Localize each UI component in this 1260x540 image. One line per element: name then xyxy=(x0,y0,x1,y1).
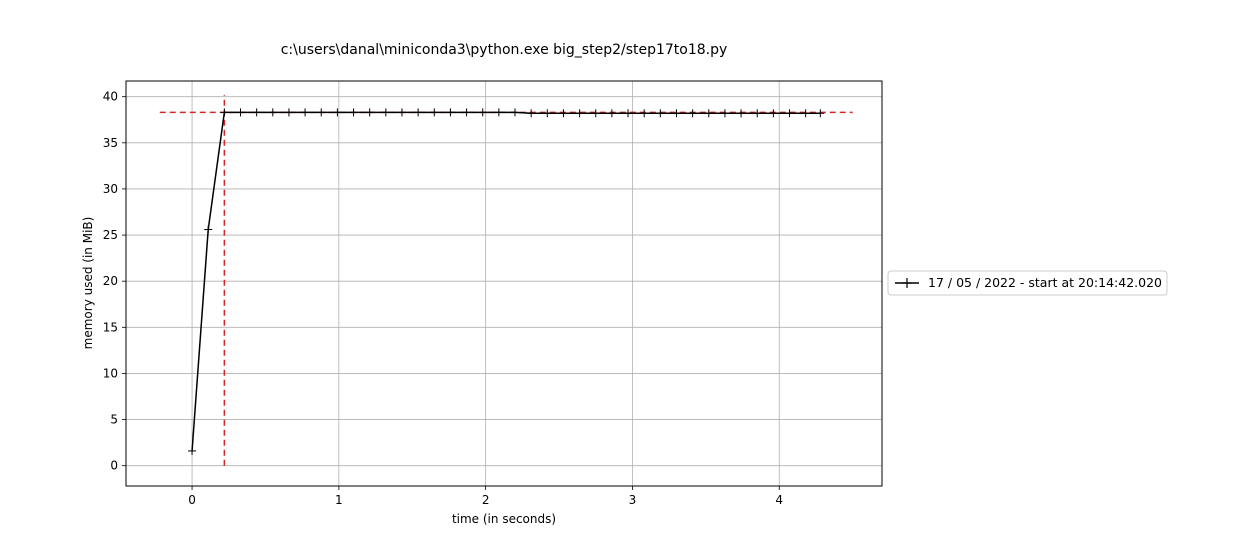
data-point xyxy=(252,108,261,117)
data-point xyxy=(737,109,746,118)
y-axis-label: memory used (in MiB) xyxy=(81,217,95,350)
data-point xyxy=(446,108,455,117)
data-point xyxy=(381,108,390,117)
x-tick-label: 2 xyxy=(482,493,490,507)
data-point xyxy=(656,109,665,118)
y-tick-label: 0 xyxy=(110,459,118,473)
data-point xyxy=(494,108,503,117)
x-tick-label: 0 xyxy=(188,493,196,507)
series-layer xyxy=(188,108,825,455)
chart-title: c:\users\danal\miniconda3\python.exe big… xyxy=(281,42,728,58)
data-point xyxy=(624,109,633,118)
data-point xyxy=(268,108,277,117)
data-point xyxy=(430,108,439,117)
y-tick-label: 35 xyxy=(103,136,118,150)
data-point xyxy=(414,108,423,117)
data-point xyxy=(785,109,794,118)
data-point xyxy=(816,109,825,118)
legend-entry-label: 17 / 05 / 2022 - start at 20:14:42.020 xyxy=(928,275,1162,290)
data-point xyxy=(688,109,697,118)
data-point xyxy=(753,109,762,118)
legend-frame xyxy=(887,270,1168,296)
data-point xyxy=(317,108,326,117)
y-tick-label: 25 xyxy=(103,228,118,242)
grid xyxy=(126,81,882,486)
y-tick-label: 40 xyxy=(103,90,118,104)
x-tick-label: 3 xyxy=(629,493,637,507)
y-tick-label: 10 xyxy=(103,366,118,380)
x-tick-label: 4 xyxy=(775,493,783,507)
legend: 17 / 05 / 2022 - start at 20:14:42.020 xyxy=(887,270,1168,296)
data-point xyxy=(720,109,729,118)
series-line xyxy=(191,111,821,451)
data-point xyxy=(478,108,487,117)
data-point xyxy=(462,108,471,117)
data-point xyxy=(188,446,197,455)
data-point xyxy=(397,108,406,117)
data-point xyxy=(640,109,649,118)
data-point xyxy=(607,109,616,118)
x-tick-label: 1 xyxy=(335,493,343,507)
data-point xyxy=(301,108,310,117)
x-axis-label: time (in seconds) xyxy=(452,512,556,526)
data-point xyxy=(559,109,568,118)
data-point xyxy=(284,108,293,117)
data-point xyxy=(543,109,552,118)
data-point xyxy=(204,225,213,234)
y-tick-label: 30 xyxy=(103,182,118,196)
data-point xyxy=(769,109,778,118)
data-point xyxy=(511,108,520,117)
y-tick-label: 15 xyxy=(103,320,118,334)
data-point xyxy=(349,108,358,117)
plot-area-frame xyxy=(125,80,883,487)
data-point xyxy=(575,109,584,118)
y-tick-label: 5 xyxy=(110,413,118,427)
y-tick-label: 20 xyxy=(103,274,118,288)
data-point xyxy=(801,109,810,118)
data-point xyxy=(591,109,600,118)
data-point xyxy=(527,109,536,118)
data-point xyxy=(672,109,681,118)
data-point xyxy=(704,109,713,118)
data-point xyxy=(333,108,342,117)
data-point xyxy=(220,108,229,117)
data-point xyxy=(365,108,374,117)
data-point xyxy=(236,108,245,117)
